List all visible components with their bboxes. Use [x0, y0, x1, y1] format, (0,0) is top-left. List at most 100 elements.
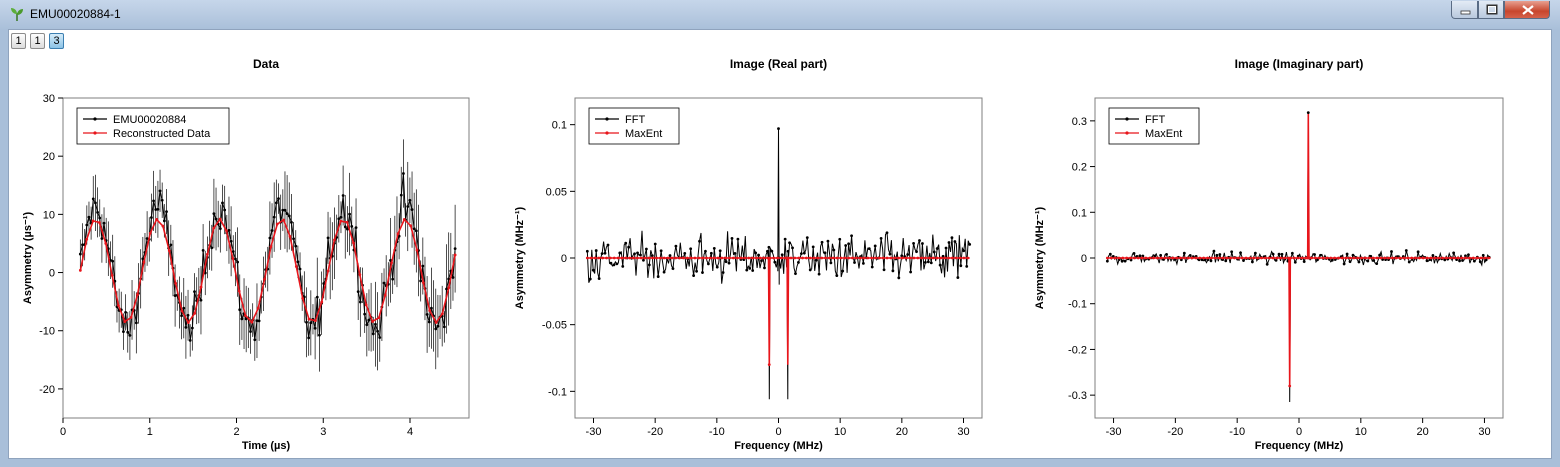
- layout-button-1[interactable]: 1: [11, 33, 26, 49]
- data-point: [692, 274, 696, 277]
- data-point: [1230, 250, 1234, 254]
- data-point: [98, 216, 102, 220]
- data-point: [751, 269, 755, 272]
- data-point: [633, 252, 636, 256]
- data-point: [639, 253, 642, 257]
- data-point: [322, 282, 326, 285]
- data-point: [402, 218, 406, 221]
- data-point: [186, 321, 190, 324]
- data-point: [1290, 251, 1294, 255]
- data-point: [447, 286, 451, 290]
- data-point: [117, 304, 120, 307]
- data-point: [889, 256, 893, 260]
- data-point: [275, 222, 279, 226]
- data-point: [341, 194, 345, 197]
- legend-label: MaxEnt: [1145, 128, 1182, 140]
- plot-frame: [62, 97, 470, 419]
- data-point: [701, 271, 704, 274]
- data-point: [1267, 256, 1271, 260]
- data-point: [1452, 251, 1456, 255]
- data-point: [777, 127, 780, 131]
- data-point: [801, 256, 804, 260]
- data-point: [348, 212, 351, 216]
- data-point: [148, 231, 152, 235]
- data-point: [1313, 256, 1317, 260]
- data-point: [1206, 256, 1209, 260]
- data-point: [816, 256, 820, 260]
- sprout-icon: [11, 8, 23, 21]
- minimize-button[interactable]: [1451, 1, 1478, 19]
- data-point: [920, 256, 924, 260]
- data-point: [1475, 256, 1479, 260]
- data-point: [788, 241, 791, 245]
- data-point: [731, 256, 735, 260]
- data-point: [1109, 256, 1113, 260]
- data-point: [122, 330, 125, 334]
- data-point: [808, 256, 812, 260]
- chart-title: Data: [253, 57, 279, 71]
- data-point: [879, 237, 883, 240]
- data-point: [1159, 253, 1163, 257]
- data-point: [1256, 256, 1259, 260]
- data-point: [904, 256, 908, 260]
- data-point: [1390, 250, 1393, 253]
- x-tick-label: -20: [1167, 426, 1183, 438]
- data-point: [1215, 253, 1219, 257]
- data-point: [844, 244, 848, 247]
- layout-button-1b[interactable]: 1: [30, 33, 45, 49]
- data-point: [223, 208, 227, 212]
- data-point: [98, 221, 101, 224]
- data-point: [1225, 256, 1229, 260]
- title-bar[interactable]: EMU00020884-1: [0, 0, 1560, 28]
- data-point: [874, 256, 877, 260]
- data-point: [270, 229, 274, 232]
- data-point: [1443, 258, 1447, 262]
- data-point: [1330, 258, 1334, 262]
- data-point: [371, 320, 374, 323]
- data-point: [950, 236, 954, 240]
- chart-2: Image (Real part) -30 -20 -10 0 10 20 30 -0.1 -0.…: [514, 57, 983, 452]
- data-point: [597, 277, 601, 280]
- data-point: [767, 363, 771, 367]
- data-point: [218, 217, 222, 221]
- data-point: [96, 210, 99, 214]
- y-tick-label: 0: [1081, 253, 1087, 265]
- data-point: [154, 208, 158, 211]
- data-point: [959, 264, 963, 268]
- x-axis-label: Frequency (MHz): [734, 440, 823, 452]
- data-point: [866, 256, 870, 260]
- data-point: [100, 237, 104, 240]
- legend-marker: [93, 117, 97, 121]
- data-point: [212, 212, 216, 216]
- data-point: [402, 172, 405, 175]
- layout-button-3[interactable]: 3: [49, 33, 64, 49]
- data-point: [1244, 256, 1248, 260]
- data-point: [843, 256, 847, 260]
- data-point: [1202, 256, 1206, 260]
- data-point: [858, 256, 862, 260]
- data-point: [1378, 253, 1382, 257]
- data-point: [104, 242, 108, 245]
- legend-box: [76, 107, 230, 145]
- data-point: [296, 260, 300, 264]
- data-point: [285, 212, 289, 216]
- data-point: [829, 261, 833, 265]
- data-point: [659, 249, 663, 253]
- data-point: [294, 265, 298, 268]
- data-point: [1190, 256, 1194, 260]
- charts-canvas: Data 0 1 2 3 4 -20 -10 0 10 20 30 Time (µs) Asymmetry…: [22, 57, 1504, 452]
- data-point: [333, 238, 336, 242]
- data-point: [938, 263, 942, 267]
- close-button[interactable]: [1504, 1, 1550, 19]
- data-point: [870, 265, 874, 269]
- data-point: [313, 319, 317, 322]
- data-point: [1129, 256, 1132, 260]
- data-point: [656, 275, 660, 278]
- data-point: [594, 249, 598, 252]
- x-tick-label: 30: [957, 426, 969, 438]
- data-point: [1431, 253, 1435, 257]
- data-point: [1300, 256, 1304, 260]
- y-tick-label: -0.1: [548, 386, 567, 398]
- data-point: [309, 321, 313, 325]
- maximize-button[interactable]: [1478, 1, 1504, 19]
